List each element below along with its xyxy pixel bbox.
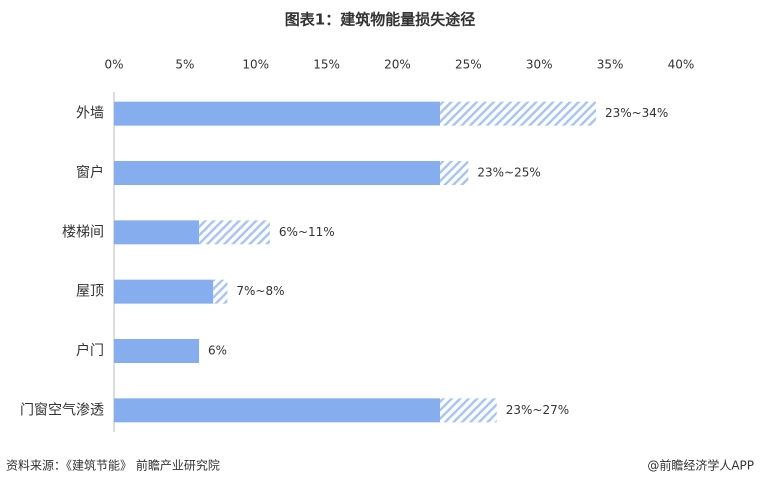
value-label: 23%~27% [506,403,569,417]
x-tick-label: 5% [175,58,194,72]
y-tick-label: 楼梯间 [62,224,104,240]
bar [114,279,214,304]
x-tick-label: 30% [526,58,553,72]
chart-title: 图表1：建筑物能量损失途径 [285,11,475,29]
x-tick-label: 0% [104,58,123,72]
range-bar [440,161,469,185]
value-label: 23%~25% [477,166,540,180]
bar [114,161,441,185]
y-tick-label: 窗户 [76,164,104,181]
range-bar [213,279,228,304]
range-bar [440,398,497,423]
source: 资料来源：《建筑节能》 前瞻产业研究院 [6,458,220,473]
bar [114,220,200,245]
value-label: 6% [208,344,227,358]
bar [114,101,441,126]
value-label: 23%~34% [605,106,668,120]
y-tick-label: 门窗空气渗透 [20,401,104,418]
y-tick-label: 户门 [76,342,104,359]
bar [114,339,200,363]
bar [114,398,441,423]
credit: @前瞻经济学人APP [647,458,754,473]
y-tick-label: 外墙 [76,106,104,122]
x-tick-label: 20% [384,58,411,72]
x-tick-label: 40% [668,58,695,72]
x-tick-label: 15% [313,58,340,72]
x-tick-label: 25% [455,58,482,72]
value-label: 7%~8% [236,284,284,298]
range-bar [440,101,596,126]
x-tick-label: 10% [242,58,269,72]
range-bar [199,220,270,245]
y-tick-label: 屋顶 [76,284,104,300]
value-label: 6%~11% [279,225,335,239]
x-tick-label: 35% [597,58,624,72]
